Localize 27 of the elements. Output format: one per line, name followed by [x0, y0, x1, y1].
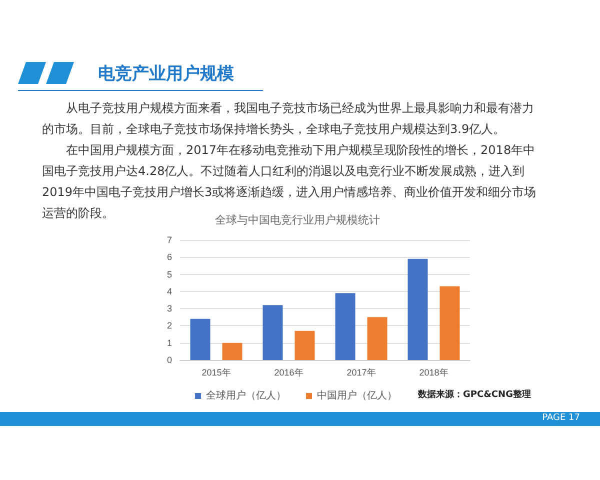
bar — [335, 293, 356, 360]
legend-label: 全球用户（亿人） — [206, 390, 286, 402]
y-tick-label: 4 — [166, 286, 172, 296]
chart-subtitle: 全球与中国电竞行业用户规模统计 — [215, 214, 380, 226]
legend-label: 中国用户（亿人） — [317, 390, 397, 402]
x-tick-label: 2015年 — [202, 368, 231, 378]
source-note: 数据来源：GPC&CNG整理 — [418, 388, 531, 401]
y-tick-label: 2 — [166, 320, 172, 331]
chart-title: 电竞产业用户规模 — [98, 63, 234, 85]
bar — [408, 258, 428, 360]
y-tick-label: 0 — [166, 355, 172, 365]
y-tick-label: 3 — [166, 304, 172, 314]
text: 从电子竞技用户规模方面来看，我国电子竞技市场已经成为世界上最具影响力和最有潜力的市场。目前，全球电子竞技市场保持增长势头，全球电子竞技用户规模达到3.9亿人。 — [42, 100, 535, 138]
bar — [190, 318, 210, 360]
bar — [262, 305, 283, 360]
x-tick-label: 2017年 — [346, 368, 376, 378]
y-tick-label: 1 — [166, 338, 172, 348]
text: PAGE 17 — [542, 413, 580, 423]
x-tick-label: 2018年 — [419, 368, 448, 378]
y-tick-label: 7 — [166, 235, 172, 245]
bar — [222, 342, 242, 360]
bar — [294, 330, 315, 360]
y-tick-label: 5 — [166, 269, 172, 280]
y-tick-label: 6 — [166, 252, 172, 262]
bar — [367, 317, 388, 360]
bar — [440, 286, 460, 360]
x-tick-label: 2016年 — [274, 368, 304, 378]
